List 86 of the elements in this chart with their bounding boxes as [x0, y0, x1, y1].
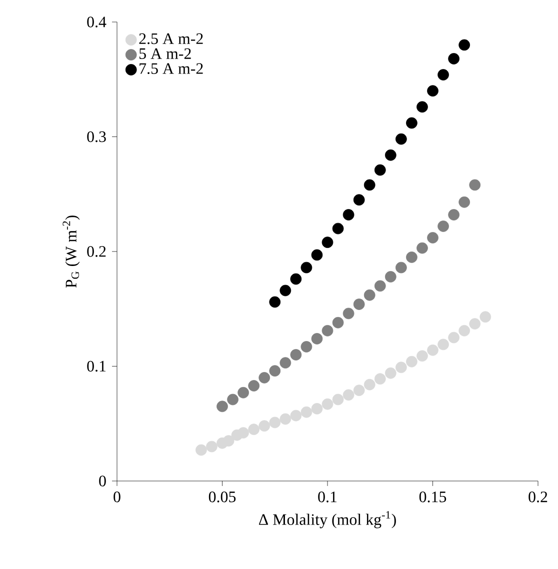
point: [280, 357, 292, 368]
point: [238, 386, 249, 398]
x-tick-label: 0.2: [528, 492, 548, 502]
point: [300, 262, 312, 274]
point: [227, 394, 238, 406]
x-tick-label: 0.15: [419, 492, 446, 502]
point: [196, 444, 207, 456]
y-tick-label: 0.4: [87, 16, 106, 28]
point: [248, 380, 260, 392]
point: [332, 394, 344, 406]
point: [396, 262, 407, 274]
legend-label: 7.5 A m-2: [140, 63, 203, 74]
point: [311, 249, 323, 261]
x-axis-title: Δ Molality (mol kg$^{-1}$): [258, 511, 396, 528]
point: [238, 427, 249, 438]
point: [374, 373, 386, 385]
point: [427, 232, 438, 244]
point: [280, 284, 292, 296]
point: [458, 39, 470, 51]
y-tick-label: 0: [99, 476, 106, 486]
point: [384, 367, 396, 379]
point: [416, 242, 428, 254]
x-tick-label: 0: [114, 492, 120, 502]
point: [353, 298, 365, 310]
point: [290, 349, 302, 360]
y-tick-label: 0.2: [87, 246, 106, 257]
point: [364, 289, 376, 301]
point: [269, 296, 281, 308]
point: [458, 324, 470, 336]
point: [469, 179, 481, 191]
point: [322, 324, 334, 336]
point: [364, 179, 376, 191]
point: [448, 209, 460, 220]
point: [300, 406, 312, 418]
point: [280, 413, 292, 425]
point: [469, 318, 481, 330]
point: [216, 400, 228, 412]
point: [384, 149, 396, 161]
point: [290, 410, 302, 422]
point: [353, 194, 365, 206]
x-tick-label: 0.05: [208, 492, 236, 502]
point: [458, 196, 470, 208]
point: [374, 164, 386, 176]
point: [322, 398, 334, 410]
point: [396, 362, 407, 374]
point: [374, 280, 386, 292]
point: [406, 117, 418, 129]
point: [396, 133, 407, 145]
point: [300, 341, 312, 352]
point: [269, 416, 281, 428]
point: [269, 365, 281, 377]
point: [416, 350, 428, 362]
point: [480, 311, 492, 323]
legend-label: 5 A m-2: [139, 48, 191, 60]
point: [342, 308, 354, 320]
point: [311, 403, 323, 414]
point: [448, 332, 460, 344]
point: [322, 236, 334, 248]
point: [416, 101, 428, 113]
x-tick-label: 0.1: [318, 492, 337, 502]
point: [258, 420, 270, 432]
point: [448, 53, 460, 64]
point: [206, 440, 218, 452]
point: [427, 344, 438, 356]
point: [353, 384, 365, 396]
legend-label: 2.5 A m-2: [139, 33, 203, 44]
point: [406, 356, 418, 368]
point: [438, 338, 449, 350]
point: [332, 316, 344, 328]
point: [427, 85, 438, 97]
point: [438, 69, 449, 80]
y-axis-title: P$_{G}$ (W m$^{-2}$): [62, 216, 80, 288]
point: [248, 424, 260, 436]
point: [258, 372, 270, 384]
point: [342, 389, 354, 401]
point: [222, 435, 234, 447]
point: [332, 222, 344, 234]
point: [384, 271, 396, 282]
point: [406, 252, 418, 263]
y-tick-label: 0.3: [87, 131, 106, 142]
point: [364, 378, 376, 390]
point: [342, 209, 354, 220]
y-tick-label: 0.1: [87, 360, 106, 372]
point: [311, 333, 323, 344]
point: [290, 273, 302, 285]
point: [438, 220, 449, 232]
